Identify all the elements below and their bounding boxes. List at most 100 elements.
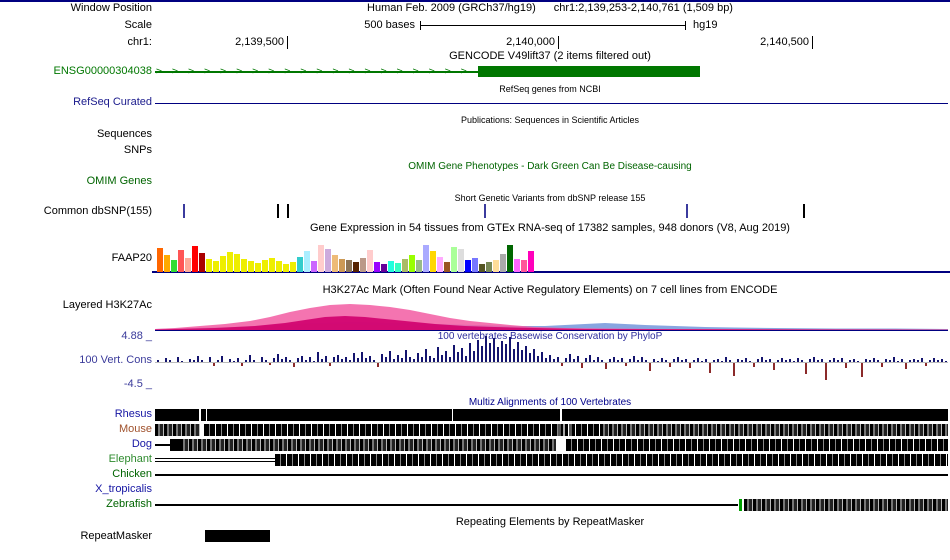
- conservation-bar[interactable]: [297, 358, 299, 362]
- repeat-element-box[interactable]: [205, 530, 270, 542]
- gtex-tissue-bar[interactable]: [507, 245, 513, 272]
- gtex-tissue-bar[interactable]: [255, 263, 261, 272]
- gtex-tissue-bar[interactable]: [185, 258, 191, 272]
- conservation-bar[interactable]: [849, 360, 851, 362]
- publications-track-title[interactable]: Publications: Sequences in Scientific Ar…: [460, 115, 640, 125]
- conservation-bar[interactable]: [809, 359, 811, 362]
- conservation-bar[interactable]: [545, 358, 547, 362]
- conservation-bar[interactable]: [533, 349, 535, 362]
- gtex-tissue-bar[interactable]: [213, 261, 219, 272]
- dbsnp-variant-ticks[interactable]: [155, 204, 948, 219]
- conservation-bar[interactable]: [493, 338, 495, 362]
- conservation-bar[interactable]: [165, 358, 167, 362]
- conservation-bar[interactable]: [693, 360, 695, 362]
- conservation-bar[interactable]: [481, 346, 483, 362]
- conservation-bar[interactable]: [189, 359, 191, 362]
- gtex-tissue-bar[interactable]: [367, 250, 373, 272]
- conservation-bar[interactable]: [485, 336, 487, 362]
- conservation-bar[interactable]: [889, 360, 891, 362]
- conservation-bar[interactable]: [905, 363, 907, 369]
- conservation-bar[interactable]: [897, 361, 899, 362]
- gtex-tissue-bar[interactable]: [262, 260, 268, 272]
- conservation-bar[interactable]: [389, 351, 391, 362]
- conservation-bar[interactable]: [633, 356, 635, 362]
- conservation-bar[interactable]: [925, 363, 927, 366]
- conservation-bar[interactable]: [505, 344, 507, 362]
- conservation-bar[interactable]: [293, 363, 295, 367]
- gtex-tissue-bar[interactable]: [472, 258, 478, 272]
- conservation-bar[interactable]: [345, 357, 347, 362]
- conservation-bar[interactable]: [441, 355, 443, 362]
- conservation-bar[interactable]: [201, 360, 203, 362]
- alignment-segment[interactable]: [558, 424, 572, 436]
- alignment-segment[interactable]: [155, 444, 170, 446]
- conservation-bar[interactable]: [237, 358, 239, 362]
- conservation-bar[interactable]: [377, 363, 379, 367]
- gtex-tissue-bar[interactable]: [304, 251, 310, 272]
- conservation-bar[interactable]: [313, 361, 315, 362]
- gtex-tissue-bar[interactable]: [269, 258, 275, 272]
- conservation-bar[interactable]: [461, 348, 463, 362]
- conservation-bar[interactable]: [353, 353, 355, 362]
- conservation-bar[interactable]: [277, 354, 279, 362]
- conservation-bar[interactable]: [833, 358, 835, 362]
- conservation-bar[interactable]: [605, 363, 607, 369]
- conservation-bar[interactable]: [369, 356, 371, 362]
- conservation-bar[interactable]: [665, 360, 667, 362]
- gtex-tissue-bar[interactable]: [311, 261, 317, 272]
- conservation-bar[interactable]: [385, 357, 387, 362]
- conservation-bar[interactable]: [413, 359, 415, 362]
- conservation-bar[interactable]: [609, 359, 611, 362]
- sequences-label[interactable]: Sequences: [96, 128, 152, 140]
- gencode-track-title[interactable]: GENCODE V49lift37 (2 items filtered out): [449, 50, 651, 62]
- conservation-bar[interactable]: [265, 360, 267, 362]
- conservation-bar[interactable]: [337, 355, 339, 362]
- conservation-bar[interactable]: [789, 359, 791, 362]
- alignment-segment[interactable]: [600, 424, 948, 436]
- gtex-tissue-bar[interactable]: [423, 245, 429, 272]
- conservation-bar[interactable]: [373, 360, 375, 362]
- conservation-bar[interactable]: [181, 361, 183, 362]
- conservation-bar[interactable]: [629, 359, 631, 362]
- conservation-bar[interactable]: [193, 360, 195, 362]
- gtex-track-title[interactable]: Gene Expression in 54 tissues from GTEx …: [310, 222, 790, 234]
- conservation-bar[interactable]: [801, 360, 803, 362]
- conservation-bar[interactable]: [557, 357, 559, 362]
- conservation-bar[interactable]: [269, 363, 271, 365]
- conservation-bar[interactable]: [929, 360, 931, 362]
- conservation-bar[interactable]: [409, 357, 411, 362]
- alignment-segment[interactable]: [560, 409, 562, 421]
- gtex-tissue-bar[interactable]: [500, 254, 506, 272]
- conservation-bar[interactable]: [509, 337, 511, 362]
- conservation-bar[interactable]: [245, 360, 247, 362]
- alignment-segment[interactable]: [739, 499, 742, 511]
- conservation-bar[interactable]: [861, 363, 863, 377]
- alignment-segment[interactable]: [206, 409, 207, 421]
- gtex-tissue-bar[interactable]: [290, 262, 296, 272]
- conservation-bar[interactable]: [769, 359, 771, 362]
- conservation-bar[interactable]: [529, 353, 531, 362]
- gtex-tissue-bar[interactable]: [465, 260, 471, 272]
- alignment-segment[interactable]: [744, 499, 948, 511]
- gtex-tissue-bar[interactable]: [192, 246, 198, 272]
- gencode-gene-label[interactable]: ENSG00000304038: [53, 65, 152, 77]
- gtex-tissue-bar[interactable]: [325, 249, 331, 272]
- gtex-tissue-bar[interactable]: [402, 259, 408, 272]
- conservation-bar[interactable]: [825, 363, 827, 380]
- conservation-bar[interactable]: [681, 360, 683, 362]
- gtex-tissue-bar[interactable]: [199, 253, 205, 272]
- conservation-bar[interactable]: [465, 356, 467, 362]
- gtex-tissue-bar[interactable]: [521, 260, 527, 272]
- repeatmasker-elements[interactable]: [155, 530, 948, 543]
- conservation-bar[interactable]: [261, 357, 263, 362]
- conservation-bar[interactable]: [213, 363, 215, 366]
- dbsnp-tick[interactable]: [287, 204, 289, 218]
- omim-track-title[interactable]: OMIM Gene Phenotypes - Dark Green Can Be…: [408, 161, 692, 172]
- alignment-row-elephant[interactable]: [155, 454, 948, 466]
- conservation-bar[interactable]: [725, 357, 727, 362]
- dbsnp-tick[interactable]: [183, 204, 185, 218]
- gtex-tissue-bar[interactable]: [444, 262, 450, 272]
- conservation-bar[interactable]: [625, 363, 627, 366]
- gtex-tissue-bar[interactable]: [409, 255, 415, 272]
- conservation-bar[interactable]: [921, 358, 923, 362]
